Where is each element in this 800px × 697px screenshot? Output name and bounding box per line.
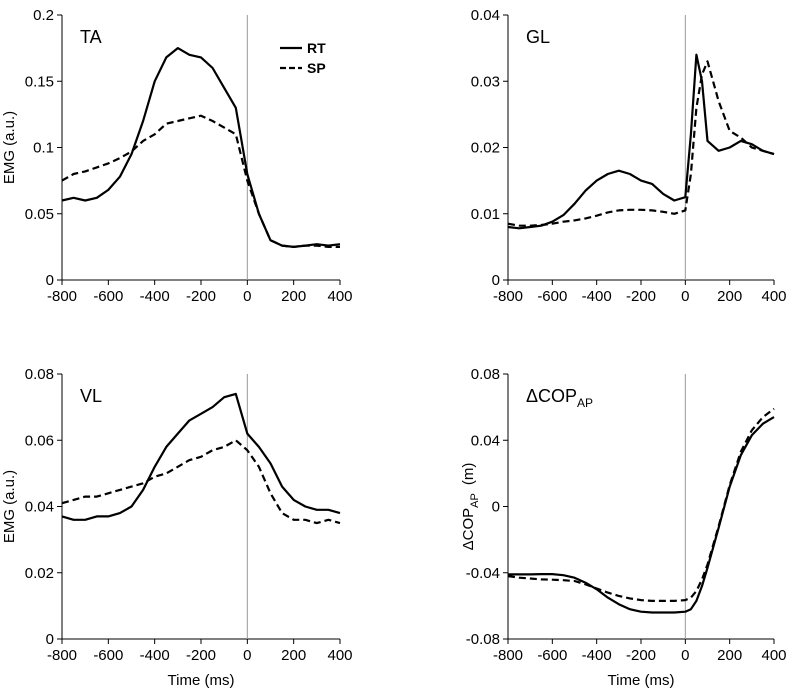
y-tick-label: 0.01 bbox=[471, 206, 500, 223]
x-tick-label: 400 bbox=[761, 288, 786, 305]
x-tick-label: -200 bbox=[626, 647, 656, 664]
y-tick-label: -0.08 bbox=[466, 631, 500, 648]
x-tick-label: 200 bbox=[717, 647, 742, 664]
y-axis-label: ΔCOPAP(m) bbox=[460, 463, 481, 551]
y-tick-label: 0.03 bbox=[471, 73, 500, 90]
panel-title: TA bbox=[80, 27, 102, 47]
panel-title: GL bbox=[526, 27, 550, 47]
x-tick-label: -200 bbox=[626, 288, 656, 305]
y-axis-label: EMG (a.u.) bbox=[1, 470, 18, 543]
x-tick-label: 200 bbox=[281, 288, 306, 305]
x-tick-label: 0 bbox=[243, 647, 251, 664]
x-tick-label: 0 bbox=[243, 288, 251, 305]
y-tick-label: 0.2 bbox=[33, 7, 54, 24]
series-line-sp bbox=[61, 114, 340, 248]
y-tick-label: 0.05 bbox=[25, 206, 54, 223]
series-line-rt bbox=[507, 53, 775, 230]
series-line-rt bbox=[61, 46, 341, 248]
x-axis-label: Time (ms) bbox=[168, 672, 235, 689]
y-axis-label-unit: (m) bbox=[460, 463, 477, 486]
y-tick-label: 0.08 bbox=[471, 366, 500, 383]
series-line-rt bbox=[508, 416, 775, 614]
y-axis-label: EMG (a.u.) bbox=[1, 111, 18, 184]
legend-label-sp: SP bbox=[307, 60, 326, 76]
panel-title-subscript: AP bbox=[577, 396, 593, 410]
x-tick-label: -400 bbox=[140, 647, 170, 664]
x-tick-label: -800 bbox=[47, 288, 77, 305]
x-tick-label: -600 bbox=[93, 647, 123, 664]
x-tick-label: 200 bbox=[281, 647, 306, 664]
y-tick-label: 0.08 bbox=[25, 366, 54, 383]
x-tick-label: -800 bbox=[493, 647, 523, 664]
legend-label-rt: RT bbox=[307, 40, 326, 56]
x-tick-label: -600 bbox=[93, 288, 123, 305]
y-tick-label: 0.04 bbox=[471, 7, 500, 24]
x-tick-label: -800 bbox=[493, 288, 523, 305]
y-tick-label: -0.04 bbox=[466, 565, 500, 582]
y-tick-label: 0.02 bbox=[471, 140, 500, 157]
panel-title: ΔCOPAP bbox=[526, 386, 593, 410]
x-tick-label: 400 bbox=[327, 647, 352, 664]
x-tick-label: -400 bbox=[140, 288, 170, 305]
panel-2: -800 -600 -400 -200 0 200 400 0 0.02 0.04 0.06 0.08… bbox=[1, 366, 353, 689]
y-tick-label: 0.02 bbox=[25, 565, 54, 582]
panel-title: VL bbox=[80, 386, 102, 406]
x-axis-label: Time (ms) bbox=[608, 672, 675, 689]
panel-0: -800 -600 -400 -200 0 200 400 0 0.05 0.1 0.15 0.2 TA… bbox=[1, 7, 353, 305]
y-tick-label: 0 bbox=[46, 272, 54, 289]
y-tick-label: 0 bbox=[492, 499, 500, 516]
x-tick-label: -800 bbox=[47, 647, 77, 664]
series-line-rt bbox=[61, 392, 341, 521]
y-tick-label: 0.04 bbox=[25, 499, 54, 516]
x-tick-label: -400 bbox=[582, 647, 612, 664]
x-tick-label: -200 bbox=[186, 647, 216, 664]
y-tick-label: 0.15 bbox=[25, 73, 54, 90]
x-tick-label: 400 bbox=[761, 647, 786, 664]
panel-3: -800 -600 -400 -200 0 200 400 -0.08 -0.04 0 0.04 0.… bbox=[460, 366, 787, 689]
y-tick-label: 0 bbox=[492, 272, 500, 289]
y-tick-label: 0.1 bbox=[33, 140, 54, 157]
panel-1: -800 -600 -400 -200 0 200 400 0 0.01 0.02 0.03 0.04… bbox=[471, 7, 787, 305]
x-tick-label: -600 bbox=[537, 647, 567, 664]
x-tick-label: 0 bbox=[681, 647, 689, 664]
y-tick-label: 0 bbox=[46, 631, 54, 648]
x-tick-label: -400 bbox=[582, 288, 612, 305]
x-tick-label: -600 bbox=[537, 288, 567, 305]
series-line-sp bbox=[507, 60, 775, 227]
x-tick-label: 200 bbox=[717, 288, 742, 305]
x-tick-label: -200 bbox=[186, 288, 216, 305]
x-tick-label: 0 bbox=[681, 288, 689, 305]
series-line-sp bbox=[507, 407, 775, 603]
y-tick-label: 0.06 bbox=[25, 432, 54, 449]
y-axis-label-subscript: AP bbox=[469, 493, 481, 508]
series-line-sp bbox=[61, 439, 341, 525]
x-tick-label: 400 bbox=[327, 288, 352, 305]
y-tick-label: 0.04 bbox=[471, 432, 500, 449]
